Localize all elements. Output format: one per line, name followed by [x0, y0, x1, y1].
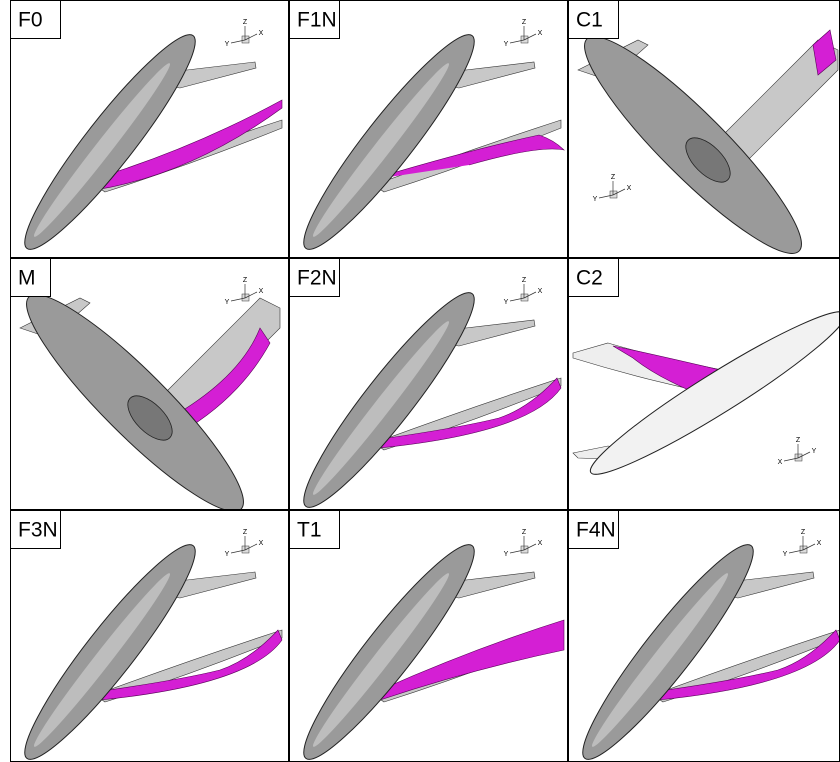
- panel-label: F0: [18, 9, 43, 32]
- triad-label: X: [627, 185, 632, 192]
- triad-label: X: [538, 288, 543, 295]
- panel-label: T1: [297, 519, 322, 542]
- panel-label: F1N: [297, 9, 337, 32]
- triad-label: Y: [504, 551, 509, 558]
- triad-label: X: [538, 540, 543, 547]
- triad-label: Z: [522, 529, 527, 536]
- panel-label: F3N: [18, 519, 58, 542]
- triad-label: X: [817, 540, 822, 547]
- triad-label: X: [259, 540, 264, 547]
- triad-label: Y: [504, 41, 509, 48]
- triad-label: Y: [812, 448, 817, 455]
- panel-label: C2: [576, 267, 603, 290]
- triad-label: Y: [783, 551, 788, 558]
- panel-label: M: [18, 267, 36, 290]
- triad-label: Z: [796, 437, 801, 444]
- triad-label: Z: [522, 19, 527, 26]
- panel-label: F2N: [297, 267, 337, 290]
- triad-label: Y: [225, 551, 230, 558]
- triad-label: Z: [611, 174, 616, 181]
- triad-label: Y: [593, 196, 598, 203]
- triad-label: Y: [225, 41, 230, 48]
- figure: Z Y X F0 Z Y X F1N Z Y X C1 Z Y X M Z Y X F2N Z X Y C2 Z Y X F3N Z Y X…: [0, 0, 840, 762]
- triad-label: Y: [225, 299, 230, 306]
- triad-label: Z: [522, 277, 527, 284]
- triad-label: Y: [504, 299, 509, 306]
- triad-label: Z: [243, 277, 248, 284]
- triad-label: Z: [243, 19, 248, 26]
- triad-label: X: [538, 30, 543, 37]
- triad-label: X: [259, 30, 264, 37]
- triad-label: Z: [243, 529, 248, 536]
- triad-label: Z: [801, 529, 806, 536]
- triad-label: X: [259, 288, 264, 295]
- panel-label: C1: [576, 9, 603, 32]
- panel-label: F4N: [576, 519, 616, 542]
- triad-label: X: [778, 459, 783, 466]
